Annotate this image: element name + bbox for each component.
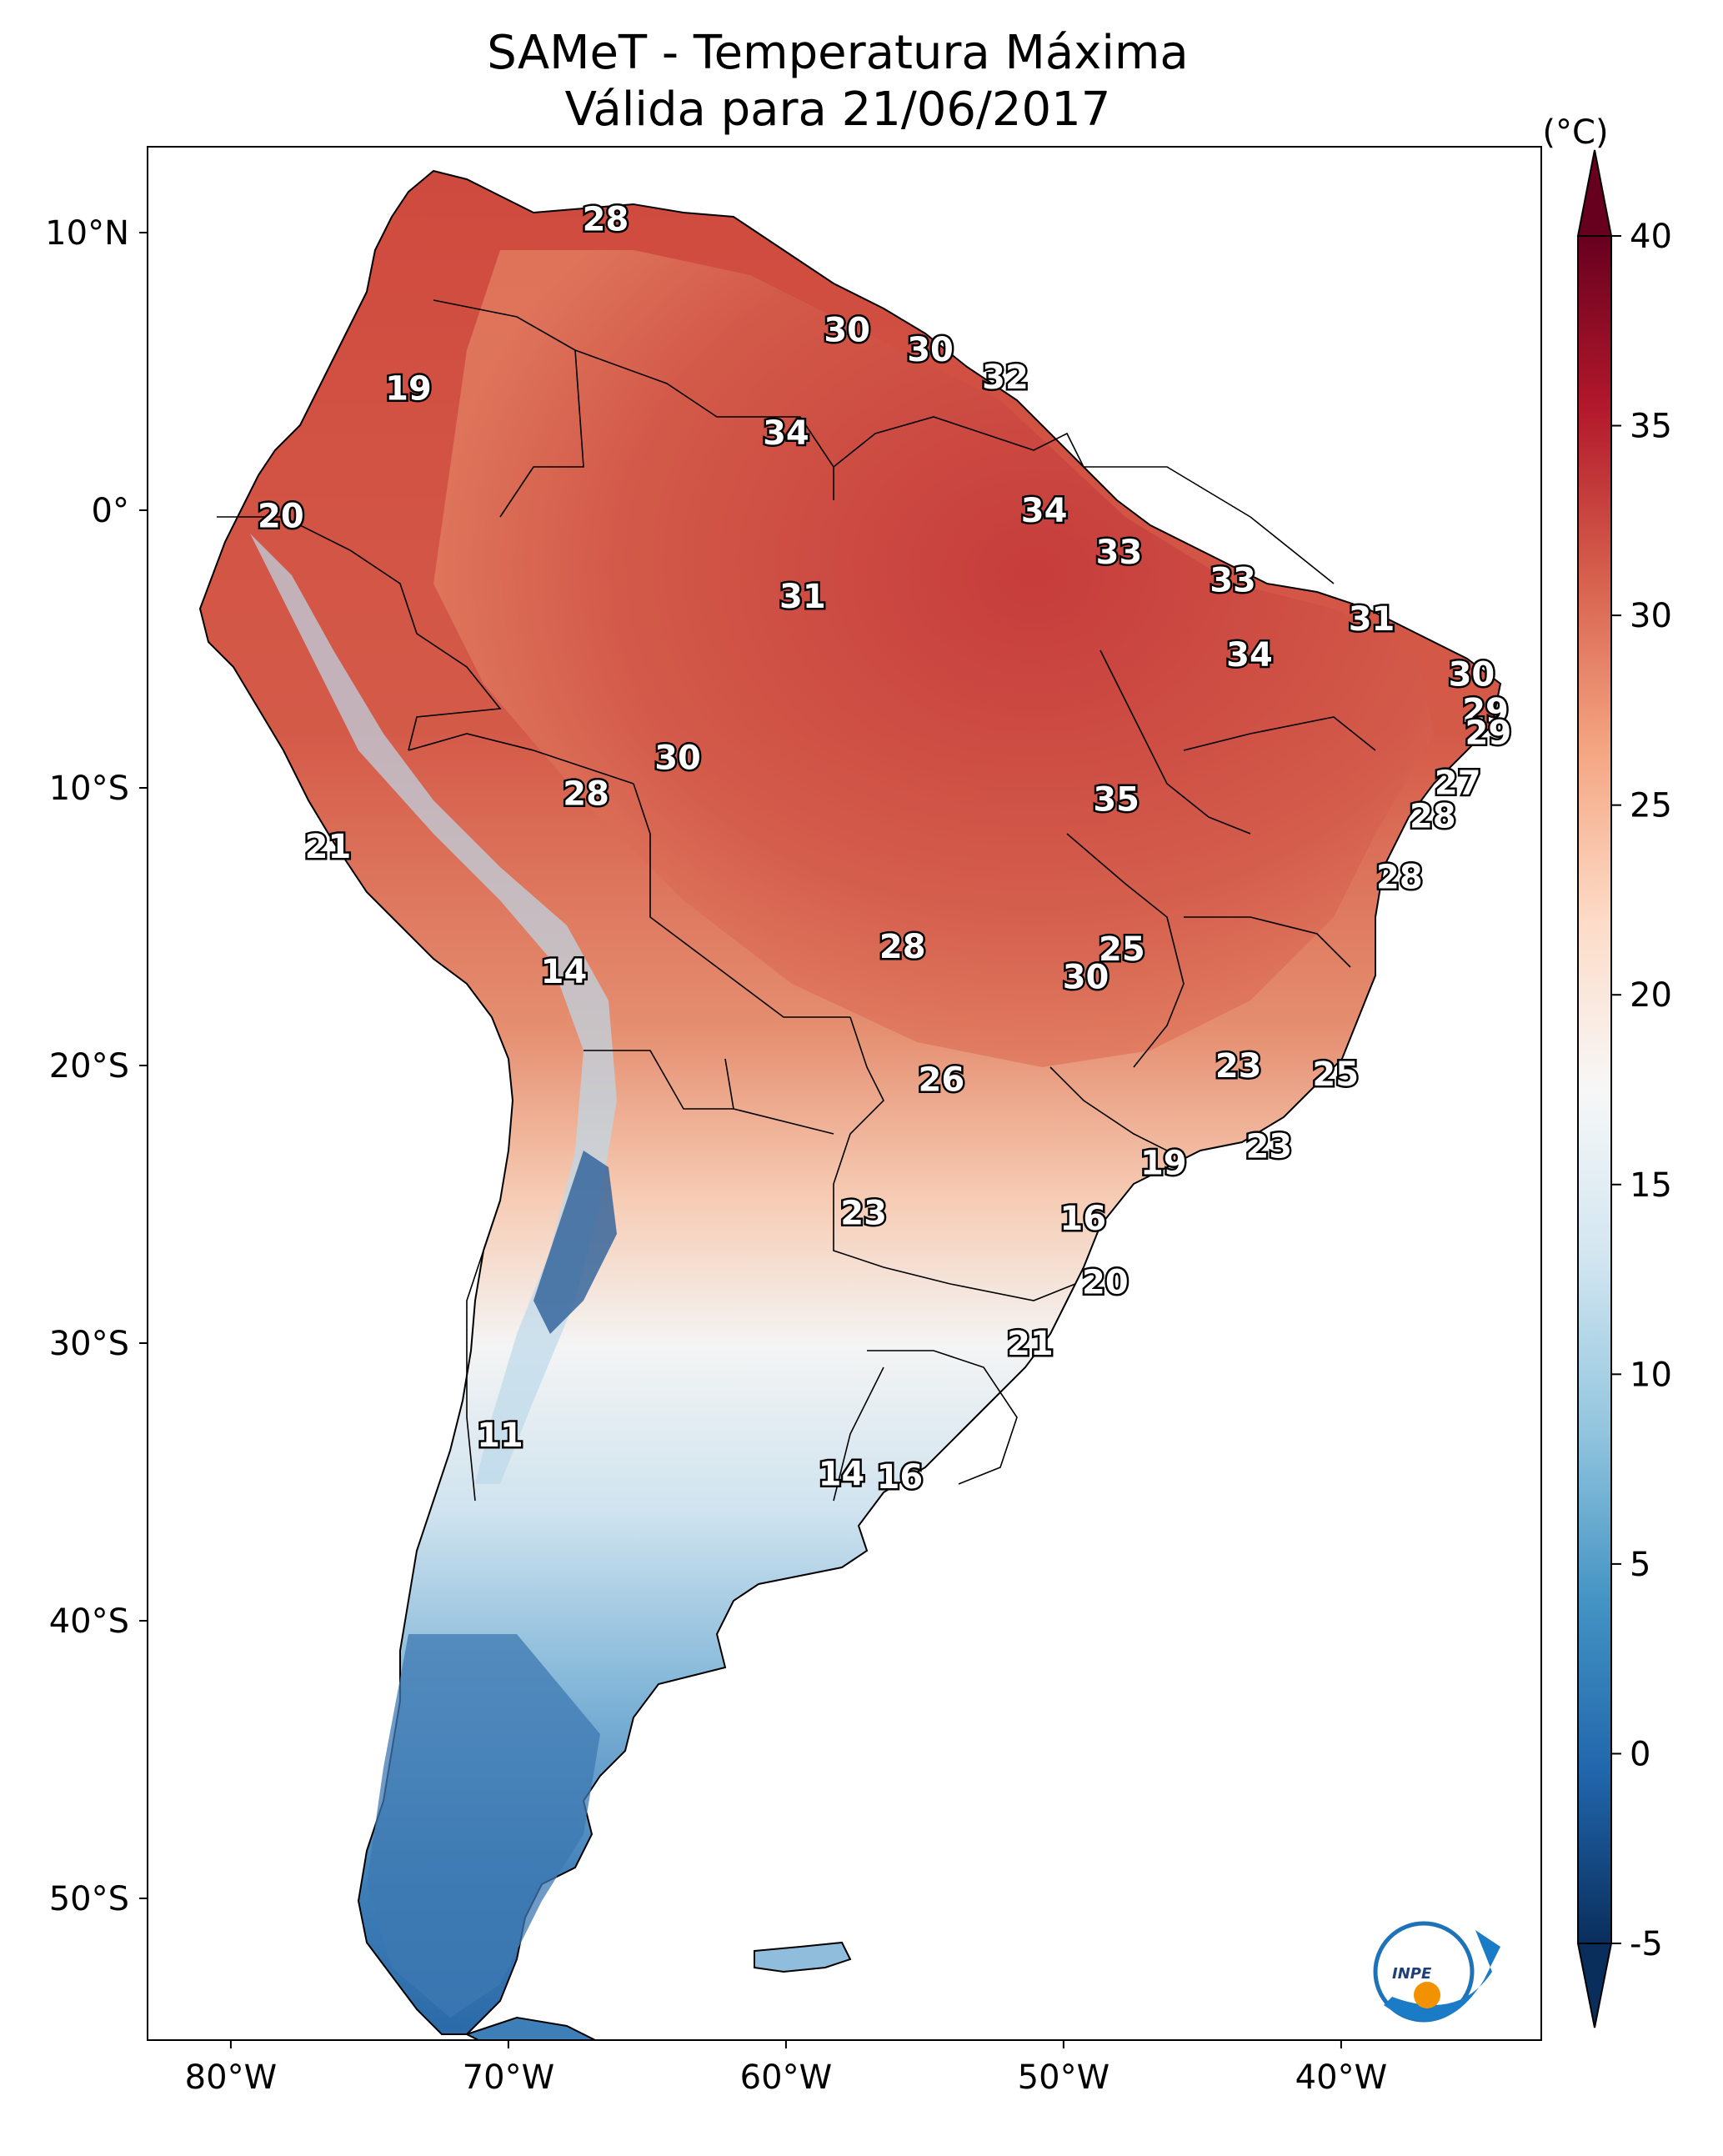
latitude-ticks: 10°N 0° 10°S 20°S 30°S 40°S 50°S xyxy=(45,214,148,1918)
contour-label: 20 xyxy=(258,498,304,536)
contour-label: 23 xyxy=(1245,1128,1292,1166)
lat-tick-label: 30°S xyxy=(49,1325,129,1363)
andes-cold-core xyxy=(533,1151,617,1334)
title-line-2: Válida para 21/06/2017 xyxy=(564,83,1111,137)
lat-tick-label: 10°N xyxy=(45,214,129,253)
colorbar-tick-label: 10 xyxy=(1630,1356,1672,1394)
contour-label: 26 xyxy=(919,1061,965,1100)
colorbar-ticks: 40 35 30 25 20 15 10 5 0 -5 xyxy=(1611,218,1672,1963)
lat-tick-label: 50°S xyxy=(49,1880,129,1918)
colorbar-tick-label: 35 xyxy=(1630,408,1672,446)
contour-label: 19 xyxy=(1140,1145,1187,1183)
plot-frame xyxy=(147,146,1542,2041)
colorbar-tick-label: 0 xyxy=(1630,1735,1650,1773)
colorbar-bottom-arrow xyxy=(1576,1943,1613,2028)
logo-sun-icon xyxy=(1414,1982,1440,2008)
contour-label: 28 xyxy=(1376,859,1423,897)
contour-label: 28 xyxy=(583,200,629,238)
lat-tick-label: 0° xyxy=(92,492,129,530)
contour-label: 34 xyxy=(1226,636,1273,674)
lon-tick-label: 50°W xyxy=(1018,2058,1109,2097)
colorbar-tick-label: 5 xyxy=(1630,1546,1650,1584)
contour-label: 19 xyxy=(385,369,432,408)
contour-label: 31 xyxy=(1349,600,1395,639)
contour-label: 30 xyxy=(1063,958,1109,996)
country-borders xyxy=(217,299,1376,1502)
colorbar-tick-label: -5 xyxy=(1630,1925,1663,1963)
contour-label: 32 xyxy=(982,358,1029,397)
contour-label: 20 xyxy=(1082,1264,1129,1302)
contour-label: 23 xyxy=(1215,1047,1262,1086)
colorbar-tick-label: 20 xyxy=(1630,976,1672,1015)
colorbar-tick-label: 25 xyxy=(1630,787,1672,825)
logo-swoosh-icon xyxy=(1384,1930,1500,2022)
longitude-ticks: 80°W 70°W 60°W 50°W 40°W xyxy=(185,2040,1387,2097)
contour-label: 16 xyxy=(1059,1200,1106,1238)
contour-label: 33 xyxy=(1096,534,1143,572)
contour-label: 14 xyxy=(541,953,588,991)
contour-label: 23 xyxy=(840,1194,887,1232)
temperature-field xyxy=(198,169,1502,2040)
lon-tick-label: 40°W xyxy=(1295,2058,1387,2097)
inpe-logo: INPE xyxy=(1373,1921,1500,2023)
contour-label: 28 xyxy=(563,775,609,814)
colorbar-bar xyxy=(1577,235,1612,1944)
colorbar-tick-label: 15 xyxy=(1630,1166,1672,1205)
contour-label: 14 xyxy=(819,1456,865,1494)
logo-wordmark: INPE xyxy=(1392,1965,1432,1983)
title-line-1: SAMeT - Temperatura Máxima xyxy=(487,26,1189,80)
contour-label: 21 xyxy=(1007,1325,1054,1363)
contour-label: 34 xyxy=(1021,492,1068,530)
contour-label: 11 xyxy=(477,1416,523,1455)
lat-tick-label: 10°S xyxy=(49,770,129,808)
contour-label: 31 xyxy=(779,578,826,616)
contour-label: 33 xyxy=(1210,561,1256,599)
contour-label: 35 xyxy=(1093,780,1139,819)
lon-tick-label: 80°W xyxy=(185,2058,277,2097)
contour-label: 29 xyxy=(1462,692,1509,730)
contour-label: 25 xyxy=(1312,1055,1359,1094)
contour-label: 16 xyxy=(877,1458,924,1497)
colorbar: (°C) 40 35 30 25 20 15 10 5 0 -5 xyxy=(1542,113,1672,2028)
falkland-islands xyxy=(754,1941,852,1973)
colorbar-tick-label: 40 xyxy=(1630,218,1672,256)
contour-label: 27 xyxy=(1435,764,1481,802)
contour-label: 30 xyxy=(907,331,954,369)
lon-tick-label: 70°W xyxy=(463,2058,554,2097)
contour-label: 25 xyxy=(1099,930,1145,969)
contour-label: 28 xyxy=(879,928,926,966)
contour-label: 29 xyxy=(1465,714,1512,752)
warm-core-region xyxy=(433,250,1434,1067)
contour-label: 30 xyxy=(824,312,870,350)
contour-label: 21 xyxy=(305,828,352,866)
lon-tick-label: 60°W xyxy=(740,2058,832,2097)
lat-tick-label: 40°S xyxy=(49,1602,129,1641)
map-title: SAMeT - Temperatura Máxima Válida para 2… xyxy=(142,25,1534,138)
contour-label: 34 xyxy=(763,414,809,453)
contour-label: 30 xyxy=(654,739,701,777)
contour-label: 30 xyxy=(1449,655,1495,694)
colorbar-tick-label: 30 xyxy=(1630,597,1672,635)
colorbar-top-arrow xyxy=(1576,149,1613,237)
tierra-del-fuego xyxy=(464,2016,598,2040)
patagonia-cold-region xyxy=(367,1634,600,2018)
lat-tick-label: 20°S xyxy=(49,1047,129,1086)
contour-label: 28 xyxy=(1410,797,1456,835)
colorbar-unit: (°C) xyxy=(1542,113,1608,152)
